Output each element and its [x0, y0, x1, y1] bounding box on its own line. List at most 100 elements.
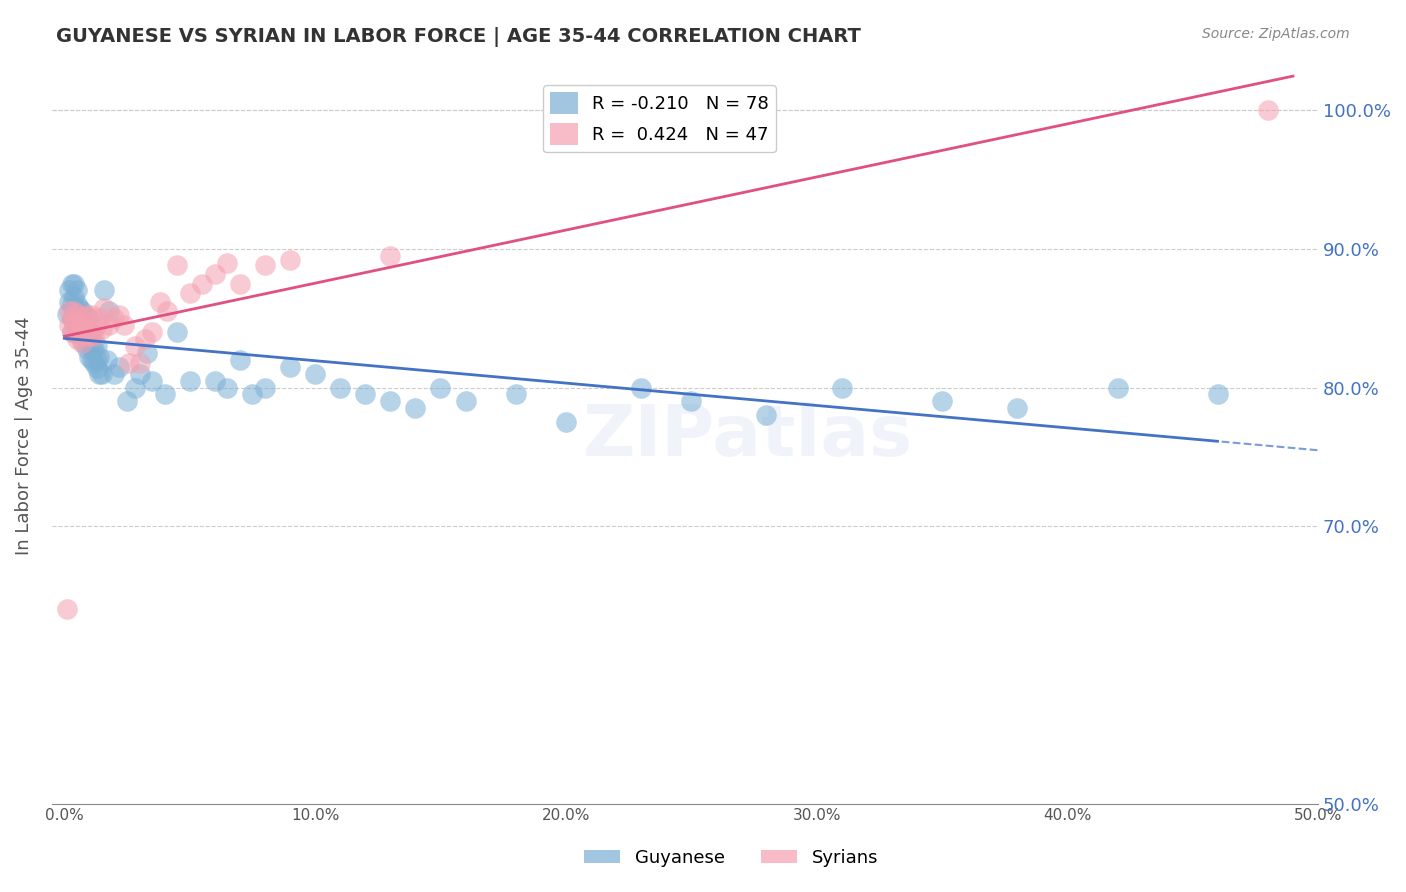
Point [73, 329, 96, 343]
Point [66, 284, 89, 298]
Point [70, 336, 93, 351]
Point [1257, 103, 1279, 117]
Point [80, 309, 103, 323]
Point [93, 301, 115, 316]
Point [67, 315, 90, 329]
Point [79, 325, 101, 339]
Point [67, 329, 90, 343]
Point [58, 284, 80, 298]
Point [79, 350, 101, 364]
Point [60, 311, 83, 326]
Point [141, 325, 163, 339]
Point [58, 294, 80, 309]
Point [217, 380, 239, 394]
Point [58, 318, 80, 332]
Point [83, 342, 105, 356]
Point [103, 367, 125, 381]
Point [429, 380, 451, 394]
Point [630, 380, 652, 394]
Point [67, 325, 90, 339]
Point [76, 324, 98, 338]
Point [70, 304, 93, 318]
Point [204, 374, 226, 388]
Point [73, 311, 96, 326]
Point [63, 277, 86, 291]
Point [93, 284, 115, 298]
Point [63, 318, 86, 332]
Point [70, 318, 93, 332]
Point [554, 415, 576, 429]
Point [278, 252, 301, 267]
Point [454, 394, 477, 409]
Point [278, 359, 301, 374]
Point [153, 387, 176, 401]
Legend: Guyanese, Syrians: Guyanese, Syrians [576, 842, 886, 874]
Point [66, 304, 89, 318]
Point [755, 409, 778, 423]
Point [63, 304, 86, 318]
Point [931, 394, 953, 409]
Point [329, 380, 352, 394]
Point [76, 330, 98, 344]
Point [229, 277, 252, 291]
Point [204, 267, 226, 281]
Point [108, 359, 131, 374]
Point [240, 387, 263, 401]
Point [79, 311, 101, 326]
Point [60, 311, 83, 326]
Point [79, 336, 101, 351]
Point [70, 318, 93, 332]
Point [60, 297, 83, 311]
Point [76, 342, 98, 356]
Point [229, 352, 252, 367]
Point [90, 367, 112, 381]
Point [79, 329, 101, 343]
Legend: R = -0.210   N = 78, R =  0.424   N = 47: R = -0.210 N = 78, R = 0.424 N = 47 [543, 85, 776, 153]
Point [66, 311, 89, 326]
Point [114, 318, 136, 332]
Point [63, 290, 86, 304]
Point [56, 307, 79, 321]
Point [98, 318, 121, 332]
Point [103, 311, 125, 326]
Point [66, 325, 89, 339]
Point [70, 327, 93, 342]
Point [149, 294, 172, 309]
Point [136, 346, 159, 360]
Point [63, 304, 86, 318]
Point [80, 325, 103, 339]
Point [76, 309, 98, 323]
Point [1005, 401, 1028, 416]
Point [134, 332, 156, 346]
Point [124, 380, 146, 394]
Point [505, 387, 527, 401]
Text: GUYANESE VS SYRIAN IN LABOR FORCE | AGE 35-44 CORRELATION CHART: GUYANESE VS SYRIAN IN LABOR FORCE | AGE … [56, 27, 860, 46]
Point [108, 309, 131, 323]
Text: Source: ZipAtlas.com: Source: ZipAtlas.com [1202, 27, 1350, 41]
Y-axis label: In Labor Force | Age 35-44: In Labor Force | Age 35-44 [15, 317, 32, 556]
Point [191, 277, 214, 291]
Point [56, 602, 79, 616]
Point [66, 332, 89, 346]
Point [66, 318, 89, 332]
Point [80, 342, 103, 356]
Point [60, 325, 83, 339]
Point [73, 309, 96, 323]
Point [89, 367, 111, 381]
Point [380, 249, 402, 263]
Point [141, 374, 163, 388]
Point [304, 367, 326, 381]
Point [86, 339, 108, 353]
Point [67, 314, 90, 328]
Point [217, 256, 239, 270]
Point [89, 311, 111, 326]
Point [66, 307, 89, 321]
Point [128, 367, 150, 381]
Point [115, 394, 138, 409]
Point [124, 339, 146, 353]
Point [60, 325, 83, 339]
Point [90, 322, 112, 336]
Point [83, 329, 105, 343]
Point [80, 325, 103, 339]
Point [681, 394, 703, 409]
